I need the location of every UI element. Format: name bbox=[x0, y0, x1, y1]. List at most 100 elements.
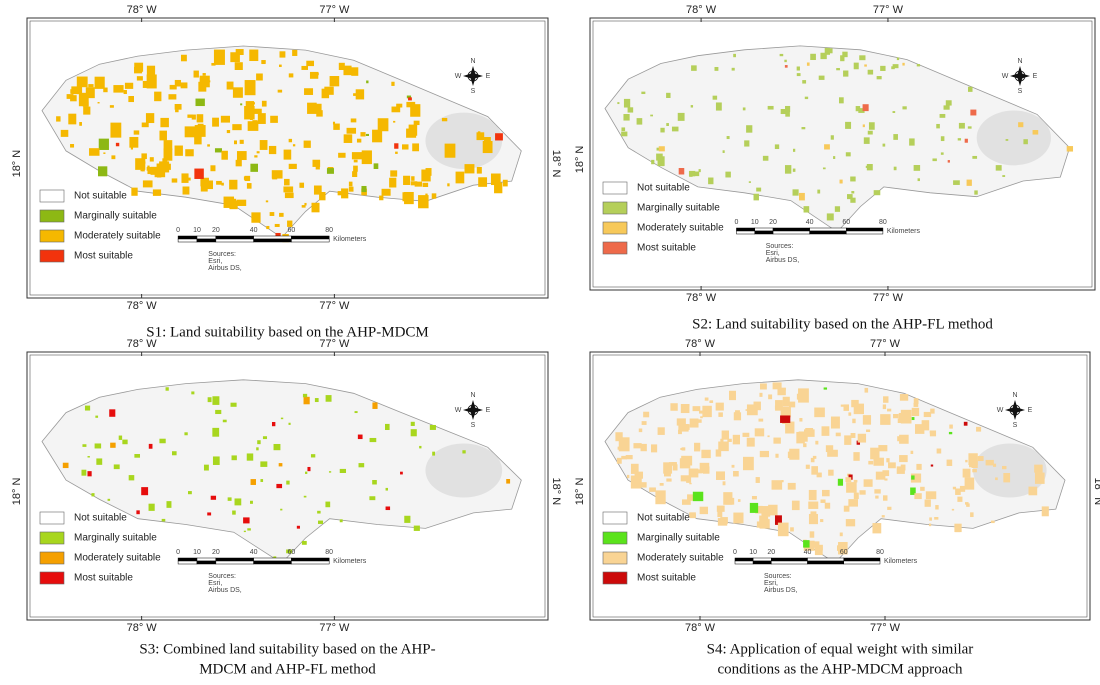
suitability-patch bbox=[304, 496, 307, 498]
suitability-patch bbox=[406, 102, 415, 107]
suitability-patch bbox=[129, 137, 138, 148]
suitability-patch bbox=[959, 123, 965, 129]
suitability-patch bbox=[250, 164, 258, 172]
suitability-patch bbox=[672, 127, 679, 132]
suitability-patch bbox=[210, 165, 215, 171]
scale-tick-label: 40 bbox=[250, 549, 258, 556]
suitability-patch bbox=[391, 82, 394, 86]
suitability-patch bbox=[164, 140, 173, 150]
longitude-label: 78° W bbox=[686, 292, 717, 304]
suitability-patch bbox=[142, 168, 145, 172]
figure: 78° W78° W77° W77° W18° N18° NNot suitab… bbox=[0, 0, 1100, 685]
legend-label: Not suitable bbox=[637, 513, 690, 524]
suitability-patch bbox=[637, 118, 643, 124]
suitability-patch bbox=[347, 128, 356, 134]
suitability-patch bbox=[379, 196, 383, 201]
suitability-patch bbox=[88, 84, 93, 87]
suitability-patch bbox=[641, 92, 645, 94]
suitability-patch bbox=[352, 152, 363, 159]
suitability-patch bbox=[317, 511, 320, 514]
suitability-patch bbox=[825, 503, 830, 509]
legend-label: Most suitable bbox=[74, 251, 133, 262]
suitability-patch bbox=[809, 490, 817, 500]
suitability-patch bbox=[789, 449, 799, 460]
legend-swatch bbox=[603, 202, 627, 214]
suitability-patch bbox=[883, 396, 888, 403]
suitability-patch bbox=[926, 491, 936, 499]
suitability-patch bbox=[802, 80, 806, 83]
suitability-patch bbox=[780, 54, 784, 56]
suitability-patch bbox=[733, 435, 740, 445]
suitability-patch bbox=[672, 462, 677, 466]
suitability-patch bbox=[432, 452, 435, 456]
suitability-patch bbox=[940, 114, 946, 118]
suitability-patch bbox=[817, 190, 820, 194]
legend-label: Most suitable bbox=[637, 573, 696, 584]
suitability-patch bbox=[63, 463, 69, 468]
suitability-patch bbox=[200, 178, 209, 187]
suitability-patch bbox=[658, 427, 665, 435]
suitability-patch bbox=[803, 443, 806, 447]
scale-tick-label: 60 bbox=[840, 549, 848, 556]
scale-tick-label: 20 bbox=[769, 219, 777, 226]
suitability-patch bbox=[759, 393, 762, 397]
suitability-patch bbox=[495, 133, 503, 140]
suitability-patch bbox=[276, 484, 282, 488]
suitability-patch bbox=[366, 134, 369, 136]
suitability-patch bbox=[257, 151, 260, 153]
suitability-patch bbox=[223, 420, 227, 423]
suitability-patch bbox=[845, 477, 851, 482]
suitability-patch bbox=[841, 405, 844, 407]
compass-w: W bbox=[455, 407, 462, 414]
suitability-patch bbox=[746, 409, 749, 411]
suitability-patch bbox=[351, 67, 358, 76]
suitability-patch bbox=[311, 203, 319, 213]
suitability-patch bbox=[404, 192, 414, 204]
suitability-patch bbox=[113, 85, 123, 93]
suitability-patch bbox=[250, 501, 253, 504]
suitability-patch bbox=[732, 465, 735, 468]
compass-w: W bbox=[997, 407, 1004, 414]
suitability-patch bbox=[972, 469, 977, 472]
suitability-patch bbox=[864, 64, 867, 66]
suitability-patch bbox=[269, 146, 276, 154]
suitability-patch bbox=[623, 114, 629, 121]
suitability-patch bbox=[836, 68, 840, 70]
suitability-patch bbox=[153, 189, 161, 195]
suitability-patch bbox=[651, 160, 654, 164]
suitability-patch bbox=[248, 121, 259, 131]
suitability-patch bbox=[319, 192, 325, 200]
suitability-patch bbox=[695, 172, 699, 177]
suitability-patch bbox=[227, 130, 230, 133]
suitability-patch bbox=[894, 167, 897, 171]
suitability-patch bbox=[338, 153, 345, 158]
suitability-patch bbox=[353, 93, 356, 96]
suitability-patch bbox=[836, 433, 841, 437]
legend-label: Marginally suitable bbox=[74, 211, 157, 222]
suitability-patch bbox=[237, 151, 247, 160]
suitability-patch bbox=[627, 475, 629, 478]
suitability-patch bbox=[389, 178, 396, 188]
suitability-patch bbox=[445, 144, 456, 158]
suitability-patch bbox=[768, 106, 774, 110]
suitability-patch bbox=[232, 511, 236, 515]
suitability-patch bbox=[958, 138, 961, 140]
scale-tick-label: 40 bbox=[804, 549, 812, 556]
suitability-patch bbox=[262, 101, 267, 107]
suitability-patch bbox=[844, 435, 851, 445]
suitability-patch bbox=[693, 406, 701, 411]
suitability-patch bbox=[659, 146, 665, 151]
latitude-label: 18° N bbox=[574, 477, 586, 505]
suitability-patch bbox=[929, 524, 931, 527]
suitability-patch bbox=[310, 72, 318, 79]
suitability-patch bbox=[691, 65, 697, 71]
suitability-patch bbox=[827, 450, 838, 457]
suitability-patch bbox=[349, 187, 354, 192]
suitability-patch bbox=[797, 66, 800, 70]
suitability-patch bbox=[356, 89, 364, 99]
scale-tick-label: 60 bbox=[288, 549, 296, 556]
compass-n: N bbox=[470, 392, 475, 399]
suitability-patch bbox=[947, 460, 953, 466]
suitability-patch bbox=[181, 82, 188, 88]
suitability-patch bbox=[188, 178, 191, 181]
